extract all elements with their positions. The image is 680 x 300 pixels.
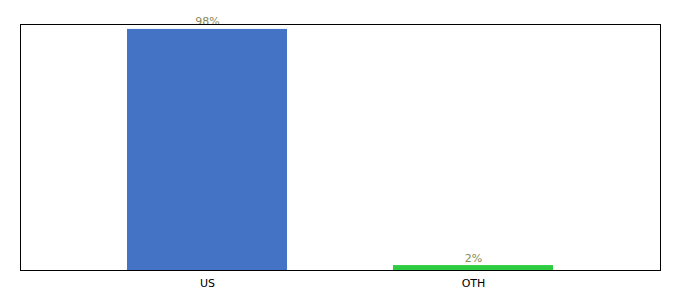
svg-text:OTH: OTH — [462, 277, 486, 290]
svg-text:98%: 98% — [195, 15, 219, 28]
svg-text:US: US — [200, 277, 215, 290]
svg-text:2%: 2% — [465, 252, 482, 265]
